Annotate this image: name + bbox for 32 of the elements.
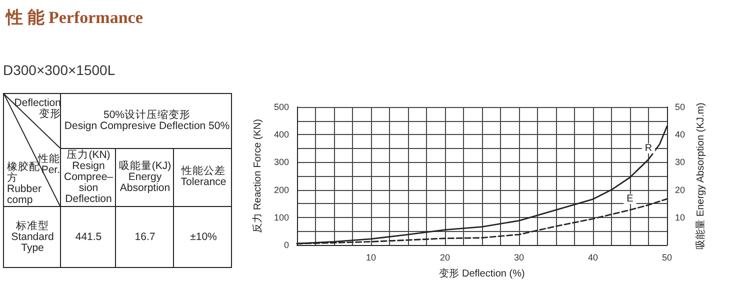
- x-tick-label: 50: [662, 252, 672, 262]
- y-axis-title: 反力 Reaction Force (KN): [252, 119, 264, 233]
- series-label: E: [626, 193, 634, 204]
- y2-tick-label: 50: [675, 102, 686, 112]
- y-tick-label: 100: [274, 212, 289, 222]
- text: D300×300×1500L: [3, 62, 116, 78]
- y-tick-label: 400: [274, 130, 289, 140]
- y-tick-label: 0: [284, 240, 289, 250]
- x-tick-label: 40: [588, 252, 598, 262]
- y2-axis-title: 吸能量 Energy Absorption (KJ.m): [694, 102, 706, 250]
- text: 性能公差 Tolerance: [180, 165, 226, 188]
- text: 性 能 Performance: [6, 7, 143, 29]
- x-tick-label: 20: [440, 252, 450, 262]
- y-tick-label: 500: [274, 102, 289, 112]
- text: Deflection 变形: [14, 97, 61, 120]
- x-tick-label: 10: [366, 252, 376, 262]
- y2-tick-label: 30: [675, 157, 686, 168]
- text: ±10%: [190, 231, 217, 243]
- text: 吸能量(KJ) Energy Absorption: [118, 160, 172, 194]
- y-tick-label: 300: [274, 157, 289, 168]
- text: 441.5: [75, 231, 102, 243]
- x-axis-title: 变形 Deflection (%): [439, 268, 525, 280]
- series-label: R: [644, 142, 652, 154]
- text: 50%设计压缩变形 Design Compresive Deflection 50%: [64, 109, 230, 132]
- text: 压力(KN) Resign Compree– sion Deflection: [64, 148, 114, 204]
- x-tick-label: 30: [514, 252, 524, 262]
- text: 标准型 Standard Type: [11, 220, 54, 254]
- y-tick-label: 200: [274, 184, 289, 195]
- y2-tick-label: 40: [675, 130, 686, 140]
- text: 16.7: [134, 231, 156, 243]
- y2-tick-label: 10: [675, 212, 686, 222]
- y2-tick-label: 20: [675, 184, 686, 195]
